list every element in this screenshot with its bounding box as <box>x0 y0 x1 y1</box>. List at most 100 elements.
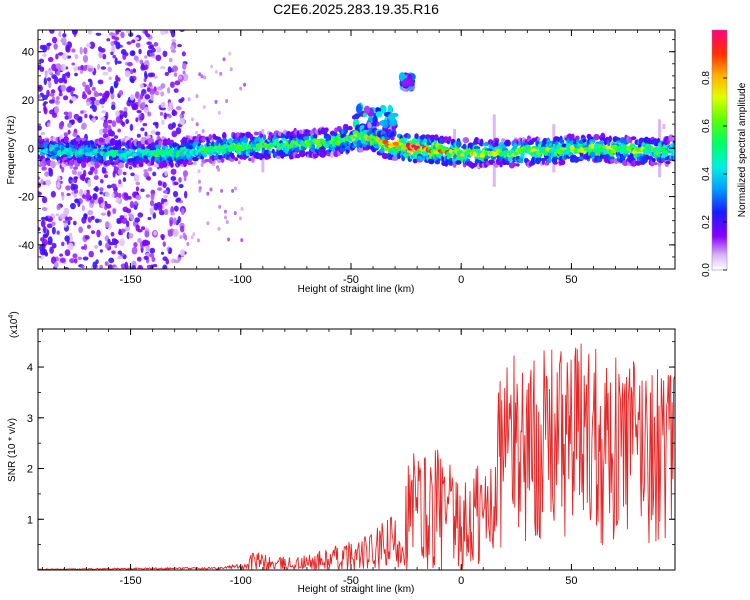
spectrogram-band-blob <box>412 158 418 164</box>
spectrogram-speckle <box>173 205 179 212</box>
spectrogram-band-core <box>617 145 623 151</box>
spectrogram-speckle <box>168 114 172 119</box>
spectrogram-speckle <box>110 183 117 189</box>
spectrogram-speckle <box>98 128 104 136</box>
spectrogram-speckle <box>111 192 115 199</box>
spectrogram-speckle <box>81 93 88 100</box>
spectrogram-speckle <box>70 89 74 97</box>
snr-x-tick-label: 0 <box>458 575 464 587</box>
spectrogram-band-blob <box>540 157 548 162</box>
spectrogram-y-tick-label: -40 <box>18 240 34 252</box>
spectrogram-speckle <box>153 202 159 211</box>
spectrogram-speckle <box>167 229 173 237</box>
spectrogram-speckle <box>89 41 96 50</box>
spectrogram-y-ticks: -40 -20 0 20 40 <box>18 39 675 270</box>
spectrogram-feature-blob <box>370 122 377 128</box>
spectrogram-speckle <box>40 216 46 221</box>
spectrogram-speckle <box>136 256 142 262</box>
spectrogram-speckle-faint <box>195 122 199 127</box>
spectrogram-band-blob <box>589 151 596 157</box>
spectrogram-speckle <box>113 266 119 269</box>
spectrogram-speckle <box>66 192 71 196</box>
spectrogram-speckle <box>53 261 59 268</box>
spectrogram-speckle <box>47 240 53 246</box>
spectrogram-band-blob <box>499 163 503 168</box>
spectrogram-speckle <box>41 196 48 204</box>
spectrogram-speckle <box>139 59 144 65</box>
chart-title: C2E6.2025.283.19.35.R16 <box>273 1 439 17</box>
spectrogram-speckle <box>50 89 56 94</box>
spectrogram-speckle <box>83 169 87 178</box>
spectrogram-speckle <box>126 41 132 45</box>
spectrogram-speckle <box>88 250 94 258</box>
spectrogram-band-blob <box>67 154 73 159</box>
spectrogram-speckle <box>69 258 76 264</box>
spectrogram-speckle <box>109 242 115 246</box>
spectrogram-speckle <box>171 130 178 138</box>
spectrogram-speckle-faint <box>240 238 244 243</box>
spectrogram-band-blob <box>150 161 155 166</box>
spectrogram-speckle-faint <box>225 220 229 225</box>
spectrogram-speckle <box>77 117 83 123</box>
spectrogram-speckle-faint <box>227 237 231 242</box>
spectrogram-band-blob <box>608 135 613 143</box>
spectrogram-speckle <box>77 66 82 71</box>
spectrogram-band-blob <box>672 143 675 149</box>
spectrogram-speckle <box>97 79 104 85</box>
spectrogram-speckle <box>131 246 138 255</box>
spectrogram-speckle <box>81 205 85 211</box>
spectrogram-speckle <box>95 32 102 36</box>
spectrogram-speckle <box>82 54 89 63</box>
spectrogram-feature-blob <box>363 105 371 114</box>
snr-multiplier-close: ) <box>9 311 20 314</box>
spectrogram-band-core <box>543 150 548 156</box>
spectrogram-speckle <box>46 122 51 127</box>
spectrogram-band-blob <box>49 160 56 168</box>
spectrogram-speckle <box>129 123 134 132</box>
spectrogram-speckle <box>51 63 57 72</box>
spectrogram-speckle <box>59 213 65 220</box>
spectrogram-band-blob <box>473 146 481 150</box>
spectrogram-speckle <box>151 256 156 263</box>
spectrogram-speckle <box>130 172 135 177</box>
spectrogram-band-blob <box>333 131 338 137</box>
spectrogram-vertical-streak <box>662 124 666 129</box>
spectrogram-speckle <box>70 179 76 183</box>
spectrogram-speckle <box>117 128 122 133</box>
spectrogram-band-blob <box>542 137 548 145</box>
spectrogram-speckle-faint <box>197 169 201 174</box>
snr-panel: -150 -100 -50 0 50 1 2 3 4 Height of straight l… <box>7 311 676 595</box>
spectrogram-speckle <box>149 207 154 216</box>
colorbar-tick-label: 0.6 <box>701 119 712 133</box>
spectrogram-speckle <box>49 30 55 34</box>
spectrogram-speckle <box>129 200 134 209</box>
spectrogram-speckle <box>91 99 95 107</box>
spectrogram-speckle <box>136 133 141 138</box>
spectrogram-speckle <box>152 121 159 126</box>
spectrogram-speckle <box>152 263 158 268</box>
spectrogram-band-blob <box>544 162 550 166</box>
spectrogram-speckle <box>131 103 137 111</box>
spectrogram-speckle <box>115 197 121 204</box>
spectrogram-speckle <box>100 66 107 70</box>
spectrogram-speckle <box>73 189 79 194</box>
spectrogram-speckle <box>115 110 120 117</box>
spectrogram-speckle <box>100 105 105 109</box>
spectrogram-speckle <box>51 74 57 80</box>
spectrogram-speckle-faint <box>243 82 247 87</box>
spectrogram-speckle <box>39 255 44 260</box>
spectrogram-speckle <box>62 53 68 61</box>
spectrogram-band-blob <box>52 154 57 160</box>
spectrogram-speckle-faint <box>196 238 200 243</box>
spectrogram-speckle <box>146 176 152 181</box>
spectrogram-speckle <box>101 110 107 114</box>
spectrogram-speckle <box>160 83 166 89</box>
spectrogram-speckle-faint <box>214 99 218 104</box>
spectrogram-feature-blob <box>355 103 363 114</box>
spectrogram-speckle <box>66 71 71 79</box>
spectrogram-speckle <box>119 238 125 247</box>
spectrogram-speckle <box>107 119 113 124</box>
spectrogram-y-tick-label: 40 <box>22 47 34 59</box>
spectrogram-speckle <box>46 223 53 229</box>
spectrogram-speckle <box>87 216 92 223</box>
